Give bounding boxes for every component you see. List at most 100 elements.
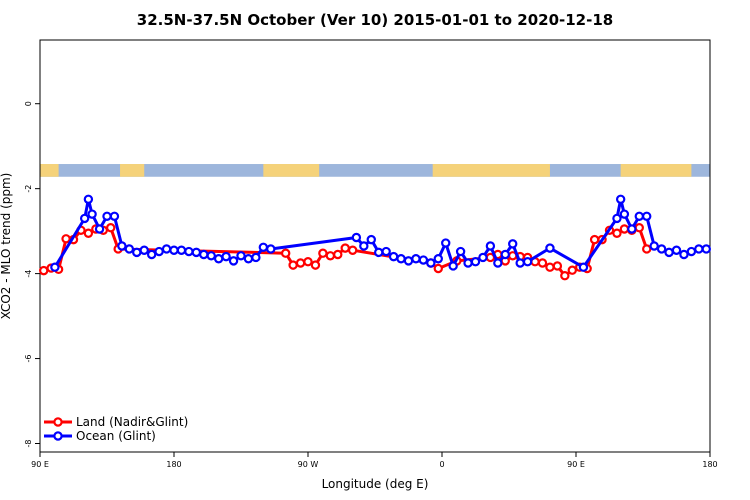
series-1-point-62 [664,247,674,258]
series-1-point-45 [478,252,488,263]
y-axis-label: XCO2 - MLO trend (ppm) [0,173,13,320]
series-1-point-67 [701,244,711,254]
x-axis-label: Longitude (deg E) [322,477,429,491]
land-band-4 [620,164,692,177]
x-tick-label-3: 0 [439,460,444,469]
series-1-point-20 [213,254,224,264]
series-1-point-43 [463,258,473,268]
series-0-point-3 [61,234,71,244]
series-1-point-66 [694,244,704,254]
series-0-point-15 [310,260,321,270]
series-0-point-42 [619,224,630,234]
series-1-point-17 [191,247,202,258]
y-axis: 0 -2 -4 -6 -8 [24,101,40,447]
series-1-point-22 [228,256,239,266]
plot-frame [39,39,711,453]
series-0-point-35 [567,265,577,275]
series-1-point-59 [642,211,652,221]
series-1-point-39 [433,254,443,264]
legend-marker-1 [53,431,63,441]
series-1-point-6 [109,211,120,221]
land-band-0 [40,164,59,177]
x-tick-label-5: 180 [702,460,717,469]
legend-label-1: Ocean (Glint) [76,429,156,443]
series-1-point-21 [221,251,231,262]
series-1 [50,194,711,272]
series-0-point-20 [347,245,358,255]
series-1-point-50 [515,258,525,268]
series-0-point-9 [106,223,116,233]
x-tick-label-2: 90 W [298,460,319,469]
series-1-point-34 [396,254,406,264]
series-1-point-14 [169,245,179,255]
series-1-point-58 [634,211,644,221]
series-1-point-23 [236,251,246,261]
series-1-point-41 [448,261,458,271]
series-1-point-42 [455,246,466,257]
y-tick-label-0: 0 [24,101,33,106]
series-1-point-51 [522,257,533,267]
land-band-3 [432,164,550,177]
series-0-point-18 [333,249,343,260]
series-1-point-12 [154,246,164,257]
y-tick-label-1: -2 [24,185,33,193]
series-0-point-34 [560,271,570,281]
y-tick-label-2: -4 [24,270,33,278]
series-1-point-9 [132,247,142,258]
series-0-point-44 [634,223,644,233]
series-1-point-15 [176,245,187,255]
series-0-point-41 [612,228,622,238]
series-1-point-26 [258,242,269,252]
series-1-point-61 [656,244,667,254]
series-1-point-37 [418,255,429,265]
series-1-point-54 [612,213,622,224]
series-1-point-44 [470,257,481,267]
series-0-point-11 [280,248,291,258]
land-band-2 [263,164,320,177]
series-1-point-13 [161,244,172,254]
series-1-point-19 [206,251,216,261]
series-1-point-35 [403,256,414,266]
series-0-point-19 [340,243,350,253]
series-1-point-4 [94,224,105,234]
series-1-point-53 [578,262,589,272]
legend: Land (Nadir&Glint)Ocean (Glint) [44,415,188,443]
series-1-point-30 [366,234,376,245]
x-tick-label-4: 90 E [567,460,585,469]
series-1-point-16 [184,246,194,257]
series-1-point-57 [627,224,637,234]
y-tick-label-3: -6 [24,355,33,363]
series-1-point-10 [139,245,149,255]
series-0-point-13 [295,258,306,268]
series-1-point-8 [124,244,135,254]
series-1-point-29 [359,241,369,251]
land-ocean-strip [40,164,710,177]
series-0-point-12 [288,260,298,270]
series-1-point-55 [615,194,626,204]
series-1-point-32 [381,246,391,257]
series-1-point-5 [102,211,112,221]
series-0-point-31 [537,258,548,268]
series-1-point-31 [374,247,384,258]
series-0-point-14 [303,257,313,267]
series-1-point-27 [266,244,276,254]
y-tick-label-4: -8 [24,440,33,448]
chart-title: 32.5N-37.5N October (Ver 10) 2015-01-01 … [137,11,613,29]
series-1-point-36 [411,254,421,264]
series-1-point-64 [679,249,689,260]
series-0-point-6 [83,228,94,238]
x-tick-label-0: 90 E [31,460,49,469]
series-1-point-63 [671,245,682,255]
series-1-point-40 [441,238,451,248]
series-0-point-0 [39,265,49,276]
series-0-point-45 [642,244,652,254]
series-1-point-18 [199,249,209,260]
series-1-point-48 [500,249,510,260]
series-1-point-28 [351,232,362,243]
series-1-point-24 [243,254,254,264]
series-1-point-1 [79,213,90,224]
series-1-point-7 [117,241,127,251]
land-band-1 [120,164,145,177]
series-1-point-38 [426,258,436,268]
